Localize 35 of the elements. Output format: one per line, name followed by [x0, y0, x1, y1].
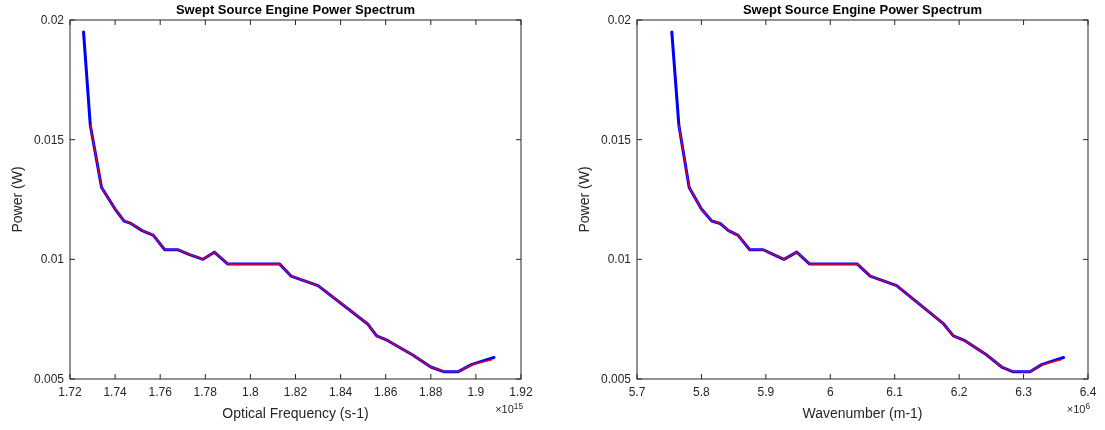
x-tick-label: 6.4: [1079, 385, 1097, 399]
x-tick-label: 6.3: [1015, 385, 1033, 399]
y-tick-label: 0.02: [607, 13, 632, 27]
x-tick-label: 6: [826, 385, 834, 399]
x-tick-label: 1.72: [58, 385, 82, 399]
x-tick-label: 1.84: [328, 385, 353, 399]
x-tick-label: 5.9: [757, 385, 775, 399]
y-tick-label: 0.015: [33, 132, 65, 147]
y-tick-label: 0.01: [607, 252, 632, 267]
x-tick-label: 1.92: [509, 385, 533, 399]
x-tick-label: 6.1: [886, 385, 904, 399]
x-tick-label: 1.86: [374, 385, 398, 399]
x-tick-label: 1.9: [467, 385, 485, 399]
x-tick-label: 1.82: [283, 385, 308, 399]
x-tick-label: 1.88: [419, 385, 443, 399]
y-tick-label: 0.005: [600, 372, 632, 386]
y-tick-label: 0.02: [40, 13, 65, 27]
x-tick-label: 6.2: [950, 385, 968, 399]
y-tick-label: 0.015: [600, 132, 632, 147]
x-tick-label: 5.7: [628, 385, 646, 399]
text: ×10$^{15}$: [495, 401, 524, 415]
y-axis-title: Power (W): [576, 166, 592, 233]
text: ×10$^{6}$: [1066, 401, 1091, 415]
chart-title: Swept Source Engine Power Spectrum: [742, 2, 983, 17]
x-tick-label: 1.78: [193, 385, 218, 399]
x-axis-title: Wavenumber (m-1): [802, 405, 923, 421]
x-tick-label: 1.76: [148, 385, 173, 399]
x-tick-label: 1.8: [242, 385, 260, 399]
x-tick-label: 1.74: [103, 385, 128, 399]
y-tick-label: 0.005: [33, 372, 65, 386]
y-axis-title: Power (W): [9, 166, 25, 233]
x-tick-label: 5.8: [693, 385, 711, 399]
x-axis-title: Optical Frequency (s-1): [222, 405, 369, 421]
y-tick-label: 0.01: [40, 252, 65, 267]
chart-title: Swept Source Engine Power Spectrum: [175, 2, 416, 17]
